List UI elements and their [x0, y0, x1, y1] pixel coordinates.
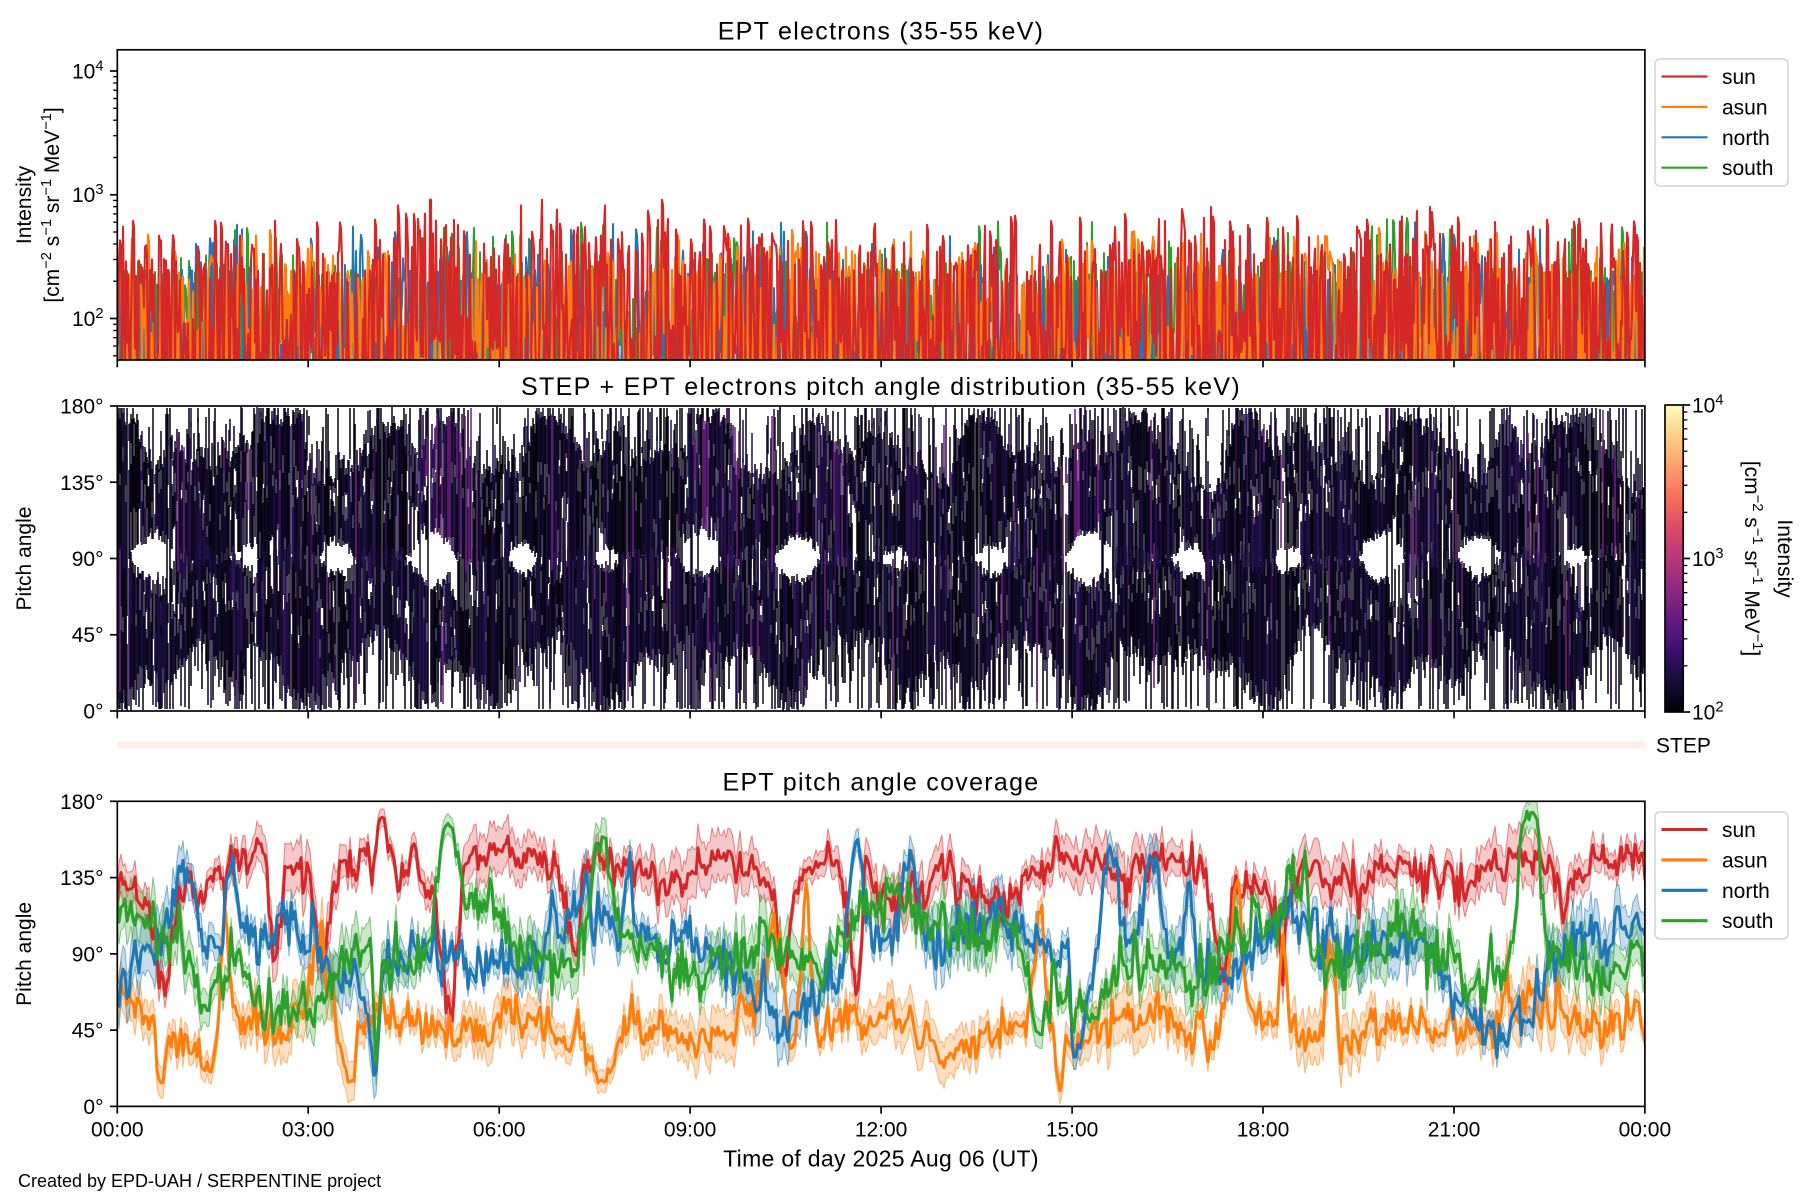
svg-text:15:00: 15:00: [1046, 1119, 1099, 1142]
svg-text:00:00: 00:00: [91, 1119, 144, 1142]
svg-text:Pitch angle: Pitch angle: [13, 902, 36, 1006]
svg-text:asun: asun: [1722, 96, 1768, 119]
svg-text:180°: 180°: [60, 791, 103, 814]
svg-text:0°: 0°: [83, 1096, 103, 1119]
svg-text:sun: sun: [1722, 819, 1756, 842]
svg-text:12:00: 12:00: [855, 1119, 908, 1142]
svg-text:0°: 0°: [83, 701, 103, 724]
svg-text:[cm−2 s−1 sr−1 MeV−1]: [cm−2 s−1 sr−1 MeV−1]: [1740, 461, 1765, 656]
svg-text:90°: 90°: [72, 548, 104, 571]
svg-text:STEP + EPT electrons pitch ang: STEP + EPT electrons pitch angle distrib…: [521, 373, 1241, 401]
svg-text:06:00: 06:00: [473, 1119, 526, 1142]
svg-text:EPT pitch angle coverage: EPT pitch angle coverage: [722, 769, 1039, 797]
svg-text:135°: 135°: [60, 472, 103, 495]
svg-text:Pitch angle: Pitch angle: [13, 507, 36, 611]
svg-text:Intensity: Intensity: [13, 165, 36, 244]
svg-text:EPT electrons (35-55 keV): EPT electrons (35-55 keV): [718, 18, 1045, 46]
svg-text:Intensity: Intensity: [1773, 519, 1796, 598]
svg-text:[cm−2 s−1 sr−1 MeV−1]: [cm−2 s−1 sr−1 MeV−1]: [39, 107, 64, 302]
svg-text:asun: asun: [1722, 849, 1768, 872]
svg-text:south: south: [1722, 157, 1773, 180]
svg-text:18:00: 18:00: [1237, 1119, 1290, 1142]
svg-text:21:00: 21:00: [1428, 1119, 1481, 1142]
svg-text:STEP: STEP: [1656, 735, 1711, 758]
svg-text:180°: 180°: [60, 396, 103, 419]
svg-text:09:00: 09:00: [664, 1119, 717, 1142]
svg-text:104: 104: [1692, 393, 1724, 418]
svg-text:sun: sun: [1722, 66, 1756, 89]
svg-text:north: north: [1722, 880, 1770, 903]
svg-text:Time of day 2025 Aug 06 (UT): Time of day 2025 Aug 06 (UT): [723, 1146, 1039, 1172]
svg-text:90°: 90°: [72, 943, 104, 966]
svg-text:south: south: [1722, 910, 1773, 933]
svg-text:45°: 45°: [72, 1020, 104, 1043]
svg-text:00:00: 00:00: [1619, 1119, 1672, 1142]
svg-text:135°: 135°: [60, 867, 103, 890]
svg-text:03:00: 03:00: [282, 1119, 335, 1142]
svg-text:north: north: [1722, 127, 1770, 150]
svg-text:Created by EPD-UAH / SERPENTIN: Created by EPD-UAH / SERPENTINE project: [18, 1171, 381, 1191]
svg-text:45°: 45°: [72, 624, 104, 647]
